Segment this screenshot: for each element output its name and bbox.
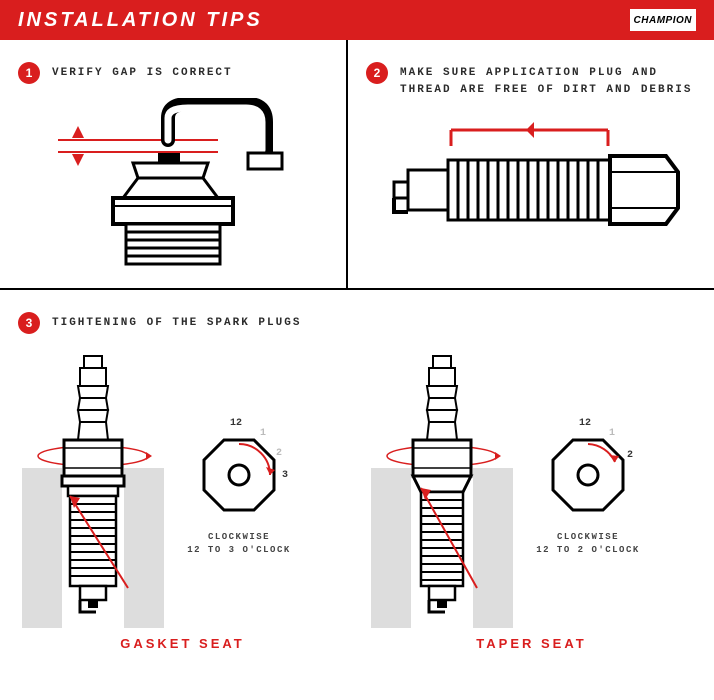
step1-text: VERIFY GAP IS CORRECT <box>52 62 233 82</box>
gasket-pos-12: 12 <box>230 418 242 429</box>
taper-pos-12: 12 <box>579 418 591 429</box>
step3-number-badge: 3 <box>18 312 40 334</box>
taper-seat-column: 12 1 2 CLOCKWISE 12 TO 2 O'CLOCK TAPER S… <box>367 348 696 651</box>
taper-plug-svg <box>367 348 517 628</box>
gasket-pos-1: 1 <box>260 428 266 439</box>
gasket-pos-3: 3 <box>282 470 288 481</box>
step2-header: 2 MAKE SURE APPLICATION PLUG AND THREAD … <box>366 62 696 98</box>
step1-illustration <box>18 98 328 273</box>
gasket-clock-l2: 12 TO 3 O'CLOCK <box>174 544 304 557</box>
taper-pos-1: 1 <box>609 428 615 439</box>
step1-header: 1 VERIFY GAP IS CORRECT <box>18 62 328 84</box>
brand-logo: CHAMPION <box>630 9 696 31</box>
gasket-plug-svg <box>18 348 168 628</box>
thread-diagram-svg <box>366 112 696 262</box>
step2-illustration <box>366 112 696 267</box>
panel-step1: 1 VERIFY GAP IS CORRECT <box>0 40 348 288</box>
gasket-seat-column: 12 1 2 3 CLOCKWISE 12 TO 3 O'CLOCK GASKE… <box>18 348 347 651</box>
step3-text: TIGHTENING OF THE SPARK PLUGS <box>52 312 301 332</box>
tightening-grid: 12 1 2 3 CLOCKWISE 12 TO 3 O'CLOCK GASKE… <box>18 348 696 651</box>
gasket-pos-2: 2 <box>276 448 282 459</box>
step2-number-badge: 2 <box>366 62 388 84</box>
taper-clock-l2: 12 TO 2 O'CLOCK <box>523 544 653 557</box>
step2-text: MAKE SURE APPLICATION PLUG AND THREAD AR… <box>400 62 696 98</box>
gap-diagram-svg <box>18 98 328 268</box>
brand-logo-text: CHAMPION <box>634 15 692 26</box>
gasket-seat-label: GASKET SEAT <box>18 636 347 651</box>
taper-octagon-svg <box>523 420 653 540</box>
panel-step2: 2 MAKE SURE APPLICATION PLUG AND THREAD … <box>348 40 714 288</box>
panel-step3: 3 TIGHTENING OF THE SPARK PLUGS <box>0 290 714 673</box>
step3-header: 3 TIGHTENING OF THE SPARK PLUGS <box>18 312 696 334</box>
top-row: 1 VERIFY GAP IS CORRECT <box>0 40 714 290</box>
content: 1 VERIFY GAP IS CORRECT <box>0 40 714 673</box>
taper-pos-2: 2 <box>627 450 633 461</box>
step1-number-badge: 1 <box>18 62 40 84</box>
taper-seat-label: TAPER SEAT <box>367 636 696 651</box>
header-bar: INSTALLATION TIPS CHAMPION <box>0 0 714 40</box>
header-title: INSTALLATION TIPS <box>18 9 263 32</box>
